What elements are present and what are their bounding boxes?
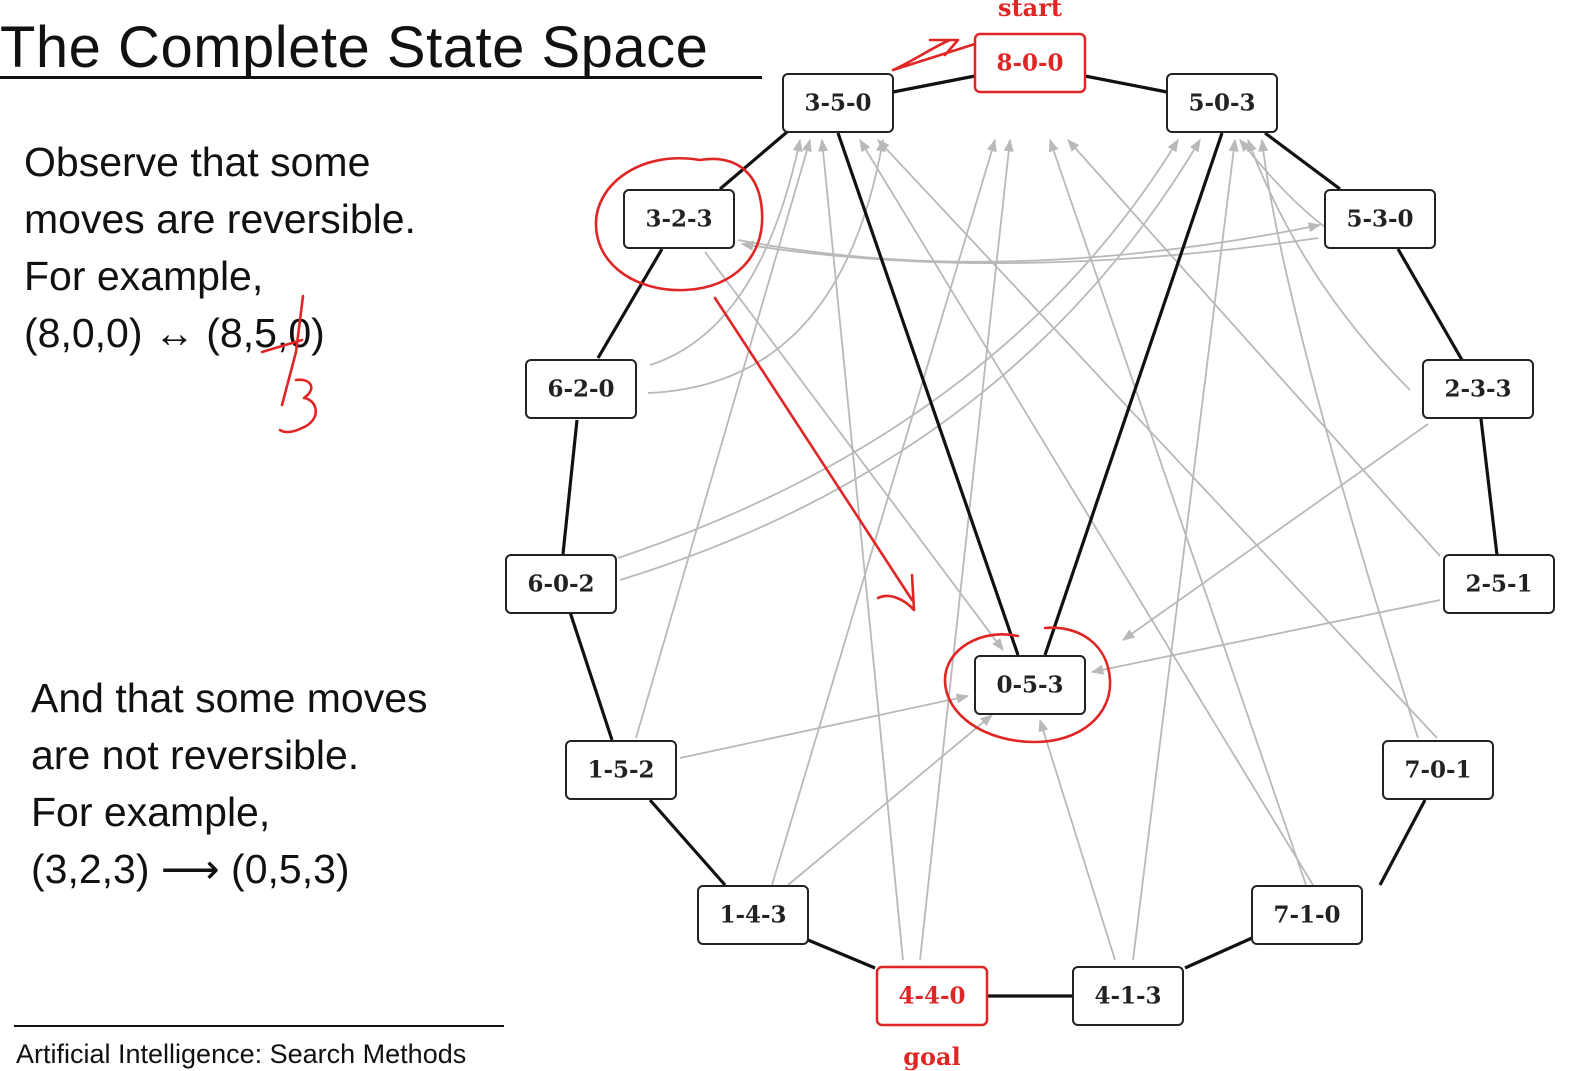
footer-text: Artificial Intelligence: Search Methods [16, 1039, 467, 1069]
state-node-2-3-3: 2-3-3 [1422, 359, 1534, 419]
state-node-4-1-3: 4-1-3 [1072, 966, 1184, 1026]
svg-text:1-5-2: 1-5-2 [587, 757, 654, 784]
svg-text:4-4-0: 4-4-0 [898, 983, 965, 1010]
svg-text:6-2-0: 6-2-0 [547, 376, 614, 403]
text-line: (3,2,3) ⟶ (0,5,3) [31, 846, 350, 892]
start-label: start [998, 0, 1062, 22]
ink-circle-3-2-3 [594, 157, 764, 292]
state-node-5-3-0: 5-3-0 [1324, 189, 1436, 249]
svg-text:8-0-0: 8-0-0 [996, 50, 1063, 77]
svg-text:0-5-3: 0-5-3 [996, 672, 1063, 699]
text-line: For example, [31, 789, 271, 835]
goal-label: goal [903, 1042, 960, 1071]
state-node-6-0-2: 6-0-2 [505, 554, 617, 614]
ink-circle-0-5-3 [943, 626, 1112, 744]
text-line: And that some moves [31, 675, 428, 721]
svg-text:6-0-2: 6-0-2 [527, 571, 594, 598]
svg-text:2-3-3: 2-3-3 [1444, 376, 1511, 403]
state-node-6-2-0: 6-2-0 [525, 359, 637, 419]
slide-title: The Complete State Space [0, 15, 709, 80]
text-line: moves are reversible. [24, 196, 416, 242]
handwritten-annotations [260, 38, 1112, 744]
irreversible-moves-text: And that some moves are not reversible. … [31, 670, 428, 898]
ink-arrow-3-2-3-to-0-5-3 [713, 296, 914, 602]
transition-arrows [617, 138, 1441, 961]
svg-text:5-0-3: 5-0-3 [1188, 90, 1255, 117]
ink-arrowhead [876, 573, 916, 612]
title-underline [0, 76, 762, 79]
text-line: Observe that some [24, 139, 371, 185]
state-node-4-4-0: 4-4-0 [875, 965, 989, 1027]
svg-text:5-3-0: 5-3-0 [1346, 206, 1413, 233]
svg-text:7-0-1: 7-0-1 [1404, 757, 1471, 784]
ring-edges [561, 74, 1499, 998]
svg-text:2-5-1: 2-5-1 [1465, 571, 1532, 598]
state-node-1-4-3: 1-4-3 [697, 885, 809, 945]
svg-text:4-1-3: 4-1-3 [1094, 983, 1161, 1010]
footer-rule [14, 1025, 504, 1027]
state-node-2-5-1: 2-5-1 [1443, 554, 1555, 614]
state-node-7-0-1: 7-0-1 [1382, 740, 1494, 800]
state-node-8-0-0: 8-0-0 [973, 32, 1087, 94]
svg-text:1-4-3: 1-4-3 [719, 902, 786, 929]
ink-arrow-near-start [891, 38, 977, 72]
svg-text:3-2-3: 3-2-3 [645, 206, 712, 233]
state-node-7-1-0: 7-1-0 [1251, 885, 1363, 945]
state-node-5-0-3: 5-0-3 [1166, 73, 1278, 133]
ink-strike-8 [260, 294, 305, 407]
svg-text:7-1-0: 7-1-0 [1273, 902, 1340, 929]
svg-text:3-5-0: 3-5-0 [804, 90, 871, 117]
state-node-3-2-3: 3-2-3 [623, 189, 735, 249]
reversible-moves-text: Observe that some moves are reversible. … [24, 134, 416, 362]
state-node-3-5-0: 3-5-0 [782, 73, 894, 133]
text-line: are not reversible. [31, 732, 360, 778]
state-node-0-5-3: 0-5-3 [974, 655, 1086, 715]
state-node-1-5-2: 1-5-2 [565, 740, 677, 800]
text-line: For example, [24, 253, 264, 299]
ink-handwritten-3 [278, 378, 318, 434]
